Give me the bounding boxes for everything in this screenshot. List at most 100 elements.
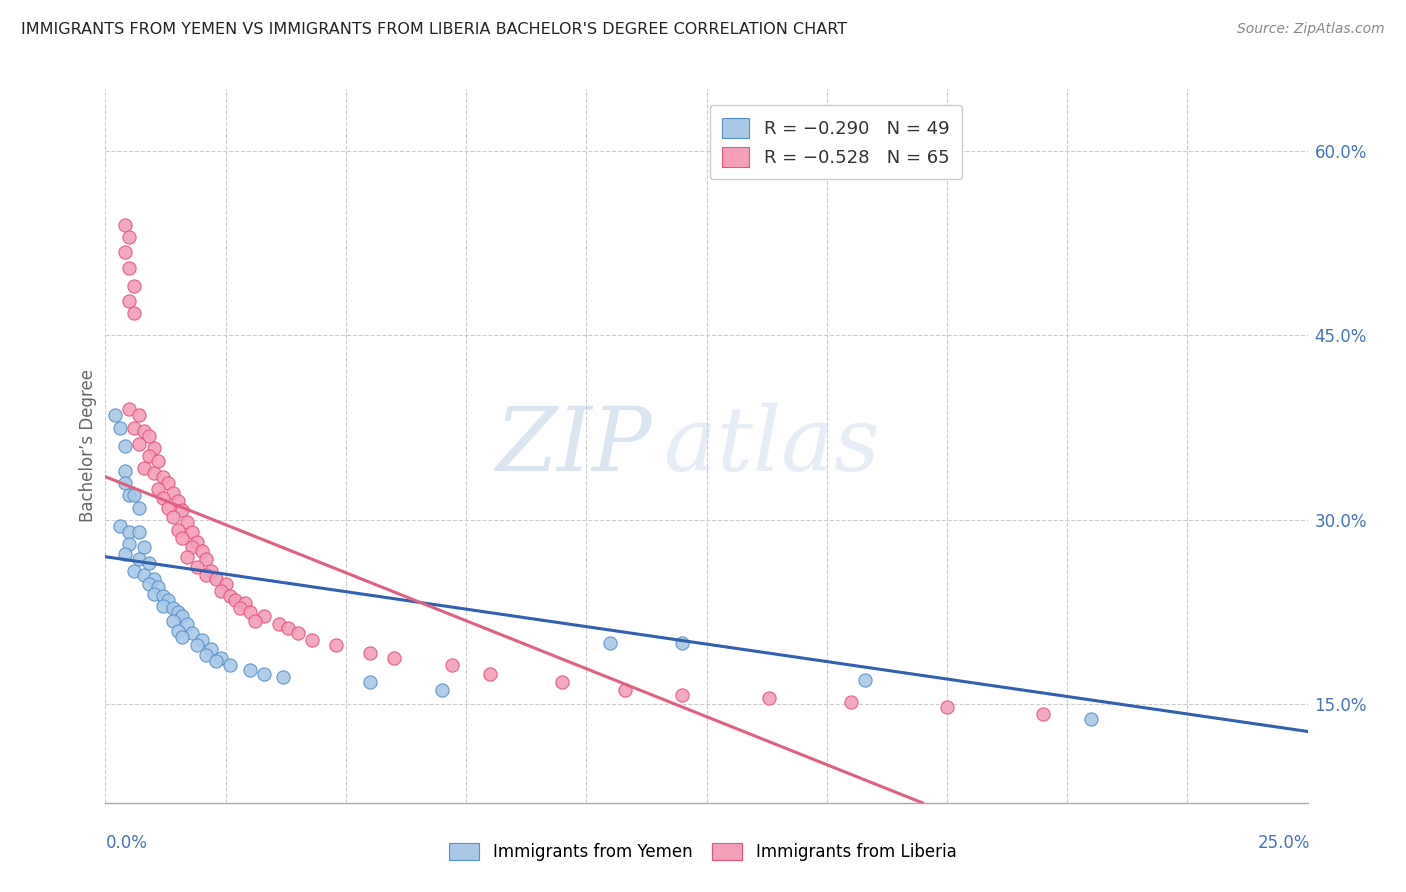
Point bbox=[152, 469, 174, 483]
Point bbox=[671, 636, 693, 650]
Point bbox=[1032, 707, 1054, 722]
Point bbox=[108, 420, 131, 434]
Point bbox=[128, 409, 150, 423]
Point bbox=[195, 648, 218, 662]
Point bbox=[138, 449, 160, 463]
Point bbox=[219, 589, 242, 603]
Legend: R = −0.290   N = 49, R = −0.528   N = 65: R = −0.290 N = 49, R = −0.528 N = 65 bbox=[710, 105, 962, 179]
Point bbox=[124, 279, 146, 293]
Point bbox=[219, 658, 242, 673]
Point bbox=[166, 605, 188, 619]
Point bbox=[853, 673, 876, 687]
Point bbox=[138, 556, 160, 570]
Point bbox=[273, 670, 295, 684]
Text: atlas: atlas bbox=[665, 402, 880, 490]
Point bbox=[239, 663, 262, 677]
Point bbox=[440, 658, 463, 673]
Point bbox=[839, 695, 862, 709]
Point bbox=[186, 638, 208, 652]
Point bbox=[124, 306, 146, 320]
Point bbox=[132, 568, 155, 582]
Point bbox=[114, 244, 136, 259]
Point bbox=[1080, 712, 1102, 726]
Text: Source: ZipAtlas.com: Source: ZipAtlas.com bbox=[1237, 22, 1385, 37]
Text: 0.0%: 0.0% bbox=[105, 834, 148, 852]
Point bbox=[162, 601, 184, 615]
Point bbox=[108, 519, 131, 533]
Point bbox=[142, 442, 165, 456]
Point bbox=[148, 454, 170, 468]
Point bbox=[124, 565, 146, 579]
Point bbox=[118, 402, 141, 417]
Point bbox=[138, 576, 160, 591]
Point bbox=[479, 666, 502, 681]
Point bbox=[152, 589, 174, 603]
Point bbox=[142, 466, 165, 480]
Point bbox=[128, 500, 150, 515]
Point bbox=[239, 605, 262, 619]
Point bbox=[124, 488, 146, 502]
Point bbox=[382, 650, 405, 665]
Point bbox=[186, 559, 208, 574]
Point bbox=[430, 682, 453, 697]
Point bbox=[613, 682, 636, 697]
Point bbox=[200, 565, 222, 579]
Point bbox=[114, 475, 136, 490]
Point bbox=[205, 572, 228, 586]
Point bbox=[205, 654, 228, 668]
Point bbox=[128, 436, 150, 450]
Point bbox=[267, 617, 290, 632]
Point bbox=[359, 675, 381, 690]
Point bbox=[104, 409, 127, 423]
Point bbox=[176, 516, 198, 530]
Point bbox=[114, 439, 136, 453]
Point bbox=[142, 587, 165, 601]
Point bbox=[190, 543, 212, 558]
Point bbox=[243, 614, 266, 628]
Point bbox=[172, 531, 194, 545]
Point bbox=[176, 549, 198, 564]
Point bbox=[156, 475, 179, 490]
Point bbox=[118, 488, 141, 502]
Point bbox=[195, 552, 218, 566]
Point bbox=[148, 581, 170, 595]
Point bbox=[224, 592, 246, 607]
Point bbox=[671, 688, 693, 702]
Point bbox=[277, 621, 299, 635]
Point bbox=[253, 608, 276, 623]
Point bbox=[118, 525, 141, 540]
Point bbox=[181, 626, 204, 640]
Text: IMMIGRANTS FROM YEMEN VS IMMIGRANTS FROM LIBERIA BACHELOR'S DEGREE CORRELATION C: IMMIGRANTS FROM YEMEN VS IMMIGRANTS FROM… bbox=[21, 22, 848, 37]
Point bbox=[214, 576, 236, 591]
Point bbox=[166, 494, 188, 508]
Point bbox=[253, 666, 276, 681]
Point bbox=[138, 429, 160, 443]
Point bbox=[229, 601, 252, 615]
Point bbox=[162, 614, 184, 628]
Point bbox=[166, 624, 188, 638]
Point bbox=[172, 630, 194, 644]
Legend: Immigrants from Yemen, Immigrants from Liberia: Immigrants from Yemen, Immigrants from L… bbox=[443, 836, 963, 868]
Point bbox=[118, 537, 141, 551]
Point bbox=[156, 592, 179, 607]
Point bbox=[132, 424, 155, 438]
Point bbox=[758, 691, 780, 706]
Point bbox=[118, 260, 141, 275]
Point bbox=[186, 535, 208, 549]
Point bbox=[118, 230, 141, 244]
Point bbox=[114, 218, 136, 232]
Point bbox=[142, 572, 165, 586]
Point bbox=[359, 646, 381, 660]
Point bbox=[551, 675, 574, 690]
Point bbox=[190, 633, 212, 648]
Point bbox=[209, 584, 232, 599]
Point bbox=[176, 617, 198, 632]
Point bbox=[181, 525, 204, 540]
Point bbox=[156, 500, 179, 515]
Point bbox=[287, 626, 309, 640]
Point bbox=[118, 293, 141, 308]
Point bbox=[162, 485, 184, 500]
Point bbox=[162, 510, 184, 524]
Point bbox=[325, 638, 347, 652]
Point bbox=[599, 636, 621, 650]
